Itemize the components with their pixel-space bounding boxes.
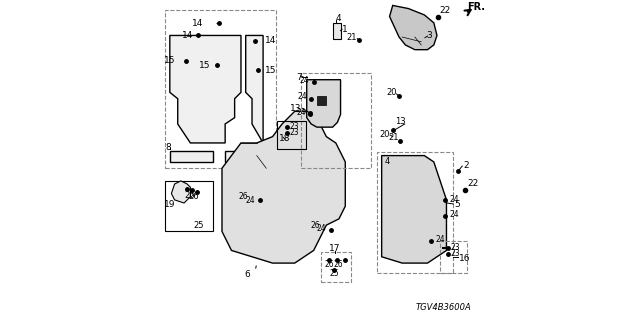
Text: 7: 7 bbox=[296, 73, 301, 82]
Text: 22: 22 bbox=[467, 179, 478, 188]
Text: 22: 22 bbox=[439, 6, 450, 15]
Text: 24: 24 bbox=[296, 108, 306, 117]
Text: 3: 3 bbox=[426, 31, 431, 40]
Polygon shape bbox=[222, 111, 346, 263]
Text: 4: 4 bbox=[335, 13, 341, 23]
Text: 20: 20 bbox=[386, 89, 397, 98]
Text: 18: 18 bbox=[279, 134, 291, 143]
Polygon shape bbox=[333, 23, 340, 39]
Polygon shape bbox=[246, 36, 263, 143]
Text: 6: 6 bbox=[244, 270, 250, 279]
Text: 15: 15 bbox=[265, 66, 276, 75]
Text: TGV4B3600A: TGV4B3600A bbox=[416, 303, 472, 312]
Polygon shape bbox=[170, 151, 212, 162]
Text: 25: 25 bbox=[193, 221, 204, 230]
Text: 26: 26 bbox=[310, 221, 320, 230]
Text: 23: 23 bbox=[451, 243, 460, 252]
Text: 19: 19 bbox=[164, 200, 176, 209]
Text: 24: 24 bbox=[450, 210, 460, 219]
Text: 15: 15 bbox=[200, 61, 211, 70]
Polygon shape bbox=[390, 5, 437, 50]
Polygon shape bbox=[381, 156, 447, 263]
Text: 14: 14 bbox=[191, 19, 203, 28]
Text: 26: 26 bbox=[189, 192, 200, 201]
Text: 8: 8 bbox=[165, 143, 171, 152]
Text: 20: 20 bbox=[380, 130, 390, 139]
Text: 14: 14 bbox=[182, 31, 193, 40]
Text: 24: 24 bbox=[435, 235, 445, 244]
Text: 24: 24 bbox=[297, 92, 307, 101]
Text: 14: 14 bbox=[265, 36, 276, 45]
Text: 26: 26 bbox=[239, 192, 248, 201]
Polygon shape bbox=[317, 96, 326, 105]
Text: 24: 24 bbox=[450, 195, 460, 204]
Text: 24: 24 bbox=[246, 196, 255, 205]
Text: 23: 23 bbox=[290, 122, 300, 131]
Text: 15: 15 bbox=[164, 56, 175, 65]
Text: 2: 2 bbox=[464, 161, 470, 170]
Text: 13: 13 bbox=[395, 117, 405, 126]
Polygon shape bbox=[172, 181, 190, 203]
Text: 25: 25 bbox=[330, 269, 339, 278]
Text: 24: 24 bbox=[300, 76, 309, 85]
Text: 17: 17 bbox=[328, 244, 340, 253]
Text: 23: 23 bbox=[290, 128, 300, 137]
Text: 4: 4 bbox=[385, 157, 390, 166]
Text: FR.: FR. bbox=[467, 2, 485, 12]
Text: 16: 16 bbox=[459, 254, 470, 263]
Text: 1: 1 bbox=[342, 25, 348, 34]
Text: 26: 26 bbox=[333, 260, 343, 269]
Text: 24: 24 bbox=[317, 224, 326, 234]
Text: 5: 5 bbox=[454, 200, 460, 209]
Polygon shape bbox=[225, 151, 263, 162]
Text: 26: 26 bbox=[184, 191, 195, 200]
Text: 26: 26 bbox=[324, 260, 334, 269]
Polygon shape bbox=[307, 80, 340, 127]
Text: 23: 23 bbox=[451, 249, 460, 258]
Text: 13: 13 bbox=[289, 104, 301, 113]
Polygon shape bbox=[170, 36, 241, 143]
Text: 21: 21 bbox=[347, 33, 357, 42]
Text: 21: 21 bbox=[388, 133, 399, 142]
